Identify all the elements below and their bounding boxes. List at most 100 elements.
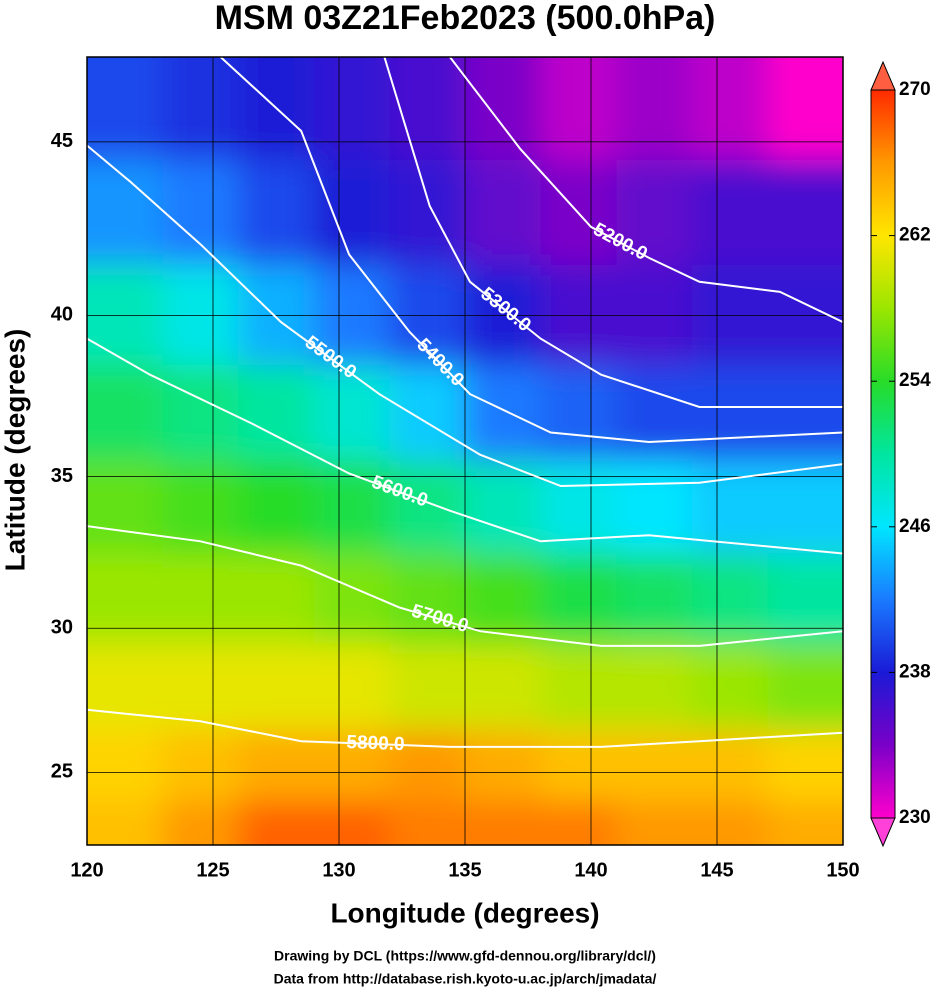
colorbar-tick-label: 270: [899, 79, 931, 100]
contour-line: [449, 57, 843, 324]
field-cell: [465, 800, 542, 845]
field-cell: [767, 642, 843, 731]
field-cell: [767, 553, 843, 644]
field-cell: [540, 800, 618, 845]
field-cell: [767, 159, 843, 266]
field-cell: [691, 553, 769, 644]
field-cell: [389, 553, 466, 644]
field-cell: [540, 364, 618, 462]
x-tick-label: 140: [574, 859, 607, 881]
field-cell: [616, 364, 693, 462]
field-cell: [767, 800, 843, 845]
contour-line: [383, 57, 843, 408]
field-cell: [87, 553, 164, 644]
field-cell: [767, 364, 843, 462]
field-cell: [238, 553, 315, 644]
x-tick-label: 135: [448, 859, 481, 881]
field-cell: [540, 642, 618, 731]
field-cell: [465, 729, 542, 802]
field-cell: [389, 729, 466, 802]
x-tick-label: 150: [826, 859, 859, 881]
field-cell: [162, 364, 240, 462]
colorbar-extend: [870, 817, 896, 848]
colorbar-tick-label: 238: [899, 661, 931, 682]
field-cell: [389, 364, 466, 462]
field-cell: [767, 57, 843, 161]
colorbar-extend: [870, 60, 896, 91]
field-cell: [87, 364, 164, 462]
field-cell: [465, 553, 542, 644]
field-cell: [691, 159, 769, 266]
y-tick-label: 40: [51, 304, 73, 326]
field-cell: [616, 57, 693, 161]
x-tick-label: 130: [322, 859, 355, 881]
field-cell: [465, 57, 542, 161]
field-cell: [87, 729, 164, 802]
field-cell: [616, 729, 693, 802]
field-cell: [162, 159, 240, 266]
colorbar-tick-label: 262: [899, 225, 931, 246]
field-cell: [238, 642, 315, 731]
field-cell: [313, 642, 391, 731]
contour-line: [87, 337, 843, 555]
field-cell: [465, 642, 542, 731]
contour-line: [87, 708, 843, 748]
field-cell: [313, 159, 391, 266]
footer: Drawing by DCL (https://www.gfd-dennou.o…: [274, 948, 656, 964]
field-cell: [313, 800, 391, 845]
field-cell: [616, 642, 693, 731]
y-tick-label: 45: [51, 130, 73, 152]
field-cell: [465, 364, 542, 462]
contour-line: [87, 525, 843, 647]
field-cell: [238, 800, 315, 845]
field-cell: [87, 159, 164, 266]
x-tick-label: 125: [196, 859, 229, 881]
colorbar-tick-label: 230: [899, 807, 931, 828]
chart-title: MSM 03Z21Feb2023 (500.0hPa): [215, 0, 716, 37]
field-cell: [87, 57, 164, 161]
field-cell: [616, 553, 693, 644]
x-tick-label: 145: [700, 859, 733, 881]
y-tick-label: 25: [51, 761, 73, 783]
field-cell: [87, 460, 164, 555]
field-cell: [389, 460, 466, 555]
field-cell: [691, 57, 769, 161]
contour-line: [87, 144, 843, 488]
field-cell: [389, 800, 466, 845]
colorbar: [870, 89, 896, 819]
field-cell: [162, 729, 240, 802]
field-cell: [238, 460, 315, 555]
contour-line: [219, 57, 843, 444]
field-cell: [389, 159, 466, 266]
field-cell: [691, 642, 769, 731]
y-tick-label: 30: [51, 617, 73, 639]
field-cell: [238, 364, 315, 462]
field: [87, 57, 843, 845]
field-cell: [87, 800, 164, 845]
x-axis-label: Longitude (degrees): [330, 897, 599, 928]
field-cell: [540, 729, 618, 802]
colorbar-tick-label: 246: [899, 516, 931, 537]
field-cell: [691, 364, 769, 462]
field-cell: [691, 800, 769, 845]
field-cell: [87, 642, 164, 731]
plot-frame: [86, 56, 844, 846]
field-cell: [313, 364, 391, 462]
field-cell: [162, 57, 240, 161]
field-cell: [767, 729, 843, 802]
axes: 120 125 130 135 140 145 150 25 30 35 40 45: [51, 56, 860, 881]
field-cell: [313, 57, 391, 161]
field-cell: [389, 57, 466, 161]
contour-label: 5800.0: [346, 732, 405, 755]
field-cell: [389, 642, 466, 731]
field-cell: [238, 159, 315, 266]
footer: Data from http://database.rish.kyoto-u.a…: [274, 971, 657, 987]
field-cell: [162, 642, 240, 731]
y-tick-label: 35: [51, 465, 73, 487]
field-cell: [616, 460, 693, 555]
field-cell: [540, 553, 618, 644]
y-axis-label: Latitude (degrees): [0, 329, 30, 572]
x-tick-label: 120: [70, 859, 103, 881]
field-cell: [162, 800, 240, 845]
